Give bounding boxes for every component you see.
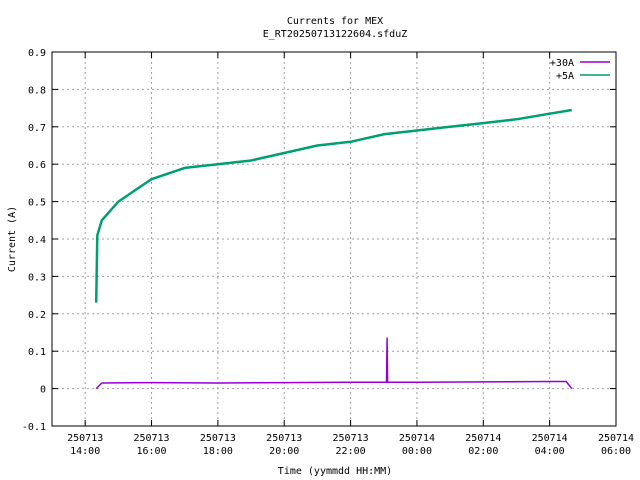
plot-frame [51,51,617,427]
series-line-plus30a [95,337,573,390]
x-tick-label-time: 20:00 [269,446,299,457]
legend-label: +30A [550,58,574,69]
y-tick-label: 0.8 [28,85,46,96]
x-tick-label-date: 250713 [200,433,236,444]
y-tick-label: -0.1 [22,422,46,433]
x-tick-label-date: 250713 [67,433,103,444]
y-tick-label: 0.6 [28,160,46,171]
series-line-plus5a [94,108,573,303]
y-tick-label: 0.2 [28,310,46,321]
x-tick-label-time: 22:00 [336,446,366,457]
x-tick-label-time: 14:00 [70,446,100,457]
y-tick-label: 0.4 [28,235,46,246]
x-tick-label-time: 02:00 [468,446,498,457]
legend-label: +5A [556,71,574,82]
x-tick-label-date: 250713 [266,433,302,444]
y-tick-label: 0.5 [28,198,46,209]
x-tick-label-date: 250713 [133,433,169,444]
x-tick-label-date: 250714 [532,433,568,444]
x-tick-label-date: 250714 [465,433,501,444]
x-tick-label-date: 250714 [598,433,634,444]
grid [52,52,616,426]
x-tick-label-date: 250713 [333,433,369,444]
x-tick-label-time: 06:00 [601,446,631,457]
y-axis: -0.1 0 0.1 0.2 0.3 0.4 0.5 0.6 0.7 0.8 0.9 [22,48,616,433]
y-tick-label: 0.9 [28,48,46,59]
y-tick-label: 0.3 [28,272,46,283]
y-tick-label: 0 [40,385,46,396]
x-tick-label-time: 04:00 [535,446,565,457]
chart-title: Currents for MEX [287,16,383,27]
y-axis-label: Current (A) [7,206,18,272]
x-tick-label-time: 16:00 [136,446,166,457]
legend: +30A +5A [550,58,610,82]
x-axis-label: Time (yymmdd HH:MM) [278,466,392,477]
x-tick-label-time: 00:00 [402,446,432,457]
y-tick-label: 0.1 [28,347,46,358]
x-tick-label-time: 18:00 [203,446,233,457]
y-tick-label: 0.7 [28,123,46,134]
chart-subtitle: E_RT20250713122604.sfduZ [263,29,408,40]
series-lines [94,108,573,390]
x-tick-label-date: 250714 [399,433,435,444]
x-axis: 250713 14:00 250713 16:00 250713 18:00 250713 2… [67,52,634,457]
